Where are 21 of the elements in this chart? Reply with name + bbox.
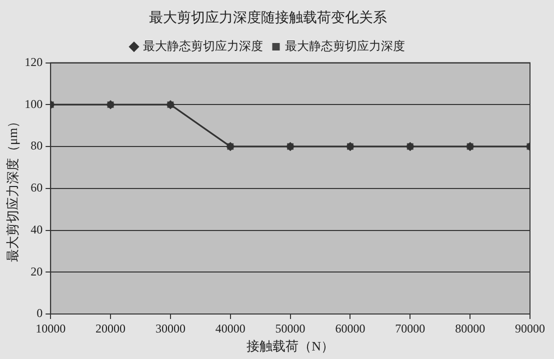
legend-label: 最大静态剪切应力深度 [143, 38, 263, 53]
legend-label: 最大静态剪切应力深度 [285, 38, 405, 53]
y-axis-title: 最大剪切应力深度（μm） [5, 114, 20, 262]
x-tick-label: 30000 [155, 321, 186, 336]
y-tick-label: 40 [30, 222, 43, 236]
x-tick-label: 20000 [96, 321, 126, 336]
y-tick-label: 120 [24, 54, 43, 69]
y-tick-label: 100 [24, 96, 43, 111]
y-tick-label: 60 [30, 180, 43, 195]
y-tick-label: 20 [30, 264, 43, 278]
chart-title: 最大剪切应力深度随接触载荷变化关系 [149, 10, 387, 26]
x-axis-title: 接触载荷（N） [246, 338, 334, 354]
x-tick-label: 70000 [395, 321, 426, 336]
x-tick-label: 10000 [36, 321, 66, 336]
x-tick-label: 60000 [335, 321, 366, 336]
x-tick-label: 50000 [275, 321, 306, 336]
x-tick-label: 90000 [515, 321, 545, 336]
y-tick-label: 0 [36, 306, 43, 320]
x-tick-label: 40000 [215, 321, 246, 336]
x-tick-label: 80000 [455, 321, 486, 336]
y-tick-label: 80 [30, 138, 43, 153]
